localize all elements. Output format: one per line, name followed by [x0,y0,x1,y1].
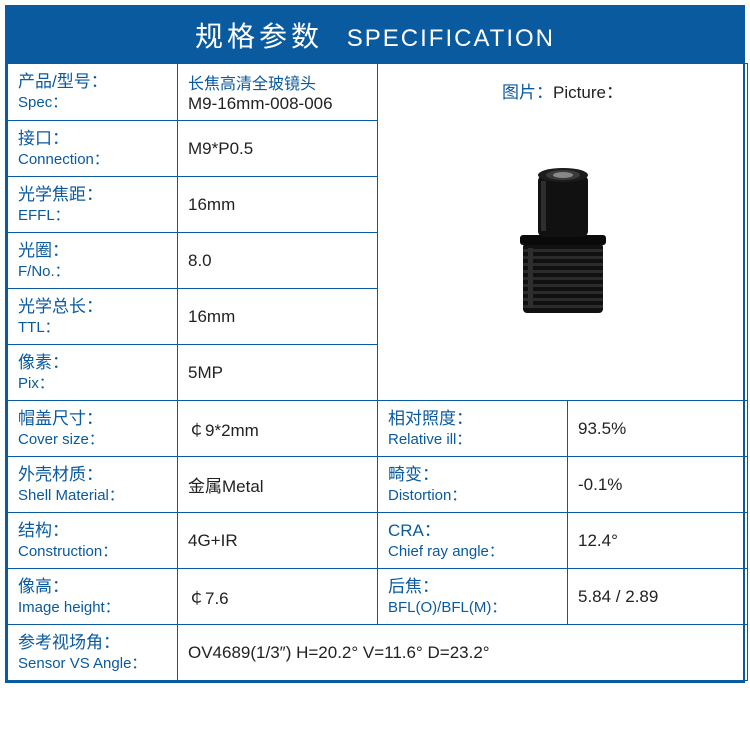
label-cn: 产品/型号： [18,71,167,93]
label-en: Connection： [18,150,167,170]
header-cn: 规格参数 [195,21,323,52]
label-en: F/No.： [18,262,167,282]
label-en: Spec： [18,93,167,113]
value-cell: 长焦高清全玻镜头 M9-16mm-008-006 [178,64,378,121]
value-cell: ￠9*2mm [178,401,378,457]
label-cell: 光圈： F/No.： [8,233,178,289]
value-cell: 5.84 / 2.89 [568,569,748,625]
label-cell: CRA： Chief ray angle： [378,513,568,569]
table-row: 外壳材质： Shell Material： 金属Metal 畸变： Distor… [8,457,748,513]
label-cn: 光圈： [18,240,167,262]
label-cell: 参考视场角： Sensor VS Angle： [8,625,178,681]
table-row: 结构： Construction： 4G+IR CRA： Chief ray a… [8,513,748,569]
label-cell: 像高： Image height： [8,569,178,625]
label-cell: 畸变： Distortion： [378,457,568,513]
table-row: 帽盖尺寸： Cover size： ￠9*2mm 相对照度： Relative … [8,401,748,457]
value-line1: 长焦高清全玻镜头 [188,70,367,94]
value-cell: 5MP [178,345,378,401]
header-en: SPECIFICATION [347,25,555,52]
spec-table: 产品/型号： Spec： 长焦高清全玻镜头 M9-16mm-008-006 图片… [7,63,748,681]
picture-label: 图片：Picture： [388,78,737,103]
header-bar: 规格参数 SPECIFICATION [7,7,743,63]
label-cell: 相对照度： Relative ill： [378,401,568,457]
label-cell: 接口： Connection： [8,121,178,177]
lens-icon [498,153,628,323]
value-cell: 金属Metal [178,457,378,513]
spec-sheet: 规格参数 SPECIFICATION 产品/型号： Spec： 长焦高清全玻镜头… [5,5,745,683]
label-cell: 光学焦距： EFFL： [8,177,178,233]
table-row: 像高： Image height： ￠7.6 后焦： BFL(O)/BFL(M)… [8,569,748,625]
table-row: 产品/型号： Spec： 长焦高清全玻镜头 M9-16mm-008-006 图片… [8,64,748,121]
label-cell: 帽盖尺寸： Cover size： [8,401,178,457]
value-cell: M9*P0.5 [178,121,378,177]
label-cn: 光学总长： [18,296,167,318]
value-cell: 16mm [178,289,378,345]
value-cell: 8.0 [178,233,378,289]
value-line2: M9-16mm-008-006 [188,94,367,114]
value-cell: 12.4° [568,513,748,569]
label-en: Pix： [18,374,167,394]
value-cell: 16mm [178,177,378,233]
label-en: TTL： [18,318,167,338]
value-cell: ￠7.6 [178,569,378,625]
label-cn: 像素： [18,352,167,374]
label-cell: 光学总长： TTL： [8,289,178,345]
label-cell: 像素： Pix： [8,345,178,401]
label-cn: 光学焦距： [18,184,167,206]
label-cell: 产品/型号： Spec： [8,64,178,121]
label-cell: 外壳材质： Shell Material： [8,457,178,513]
value-cell: 4G+IR [178,513,378,569]
table-row: 参考视场角： Sensor VS Angle： OV4689(1/3″) H=2… [8,625,748,681]
label-cell: 后焦： BFL(O)/BFL(M)： [378,569,568,625]
value-cell: -0.1% [568,457,748,513]
label-cn: 接口： [18,128,167,150]
value-cell: 93.5% [568,401,748,457]
value-cell: OV4689(1/3″) H=20.2° V=11.6° D=23.2° [178,625,748,681]
label-cell: 结构： Construction： [8,513,178,569]
label-en: EFFL： [18,206,167,226]
picture-cell: 图片：Picture： [378,64,748,401]
